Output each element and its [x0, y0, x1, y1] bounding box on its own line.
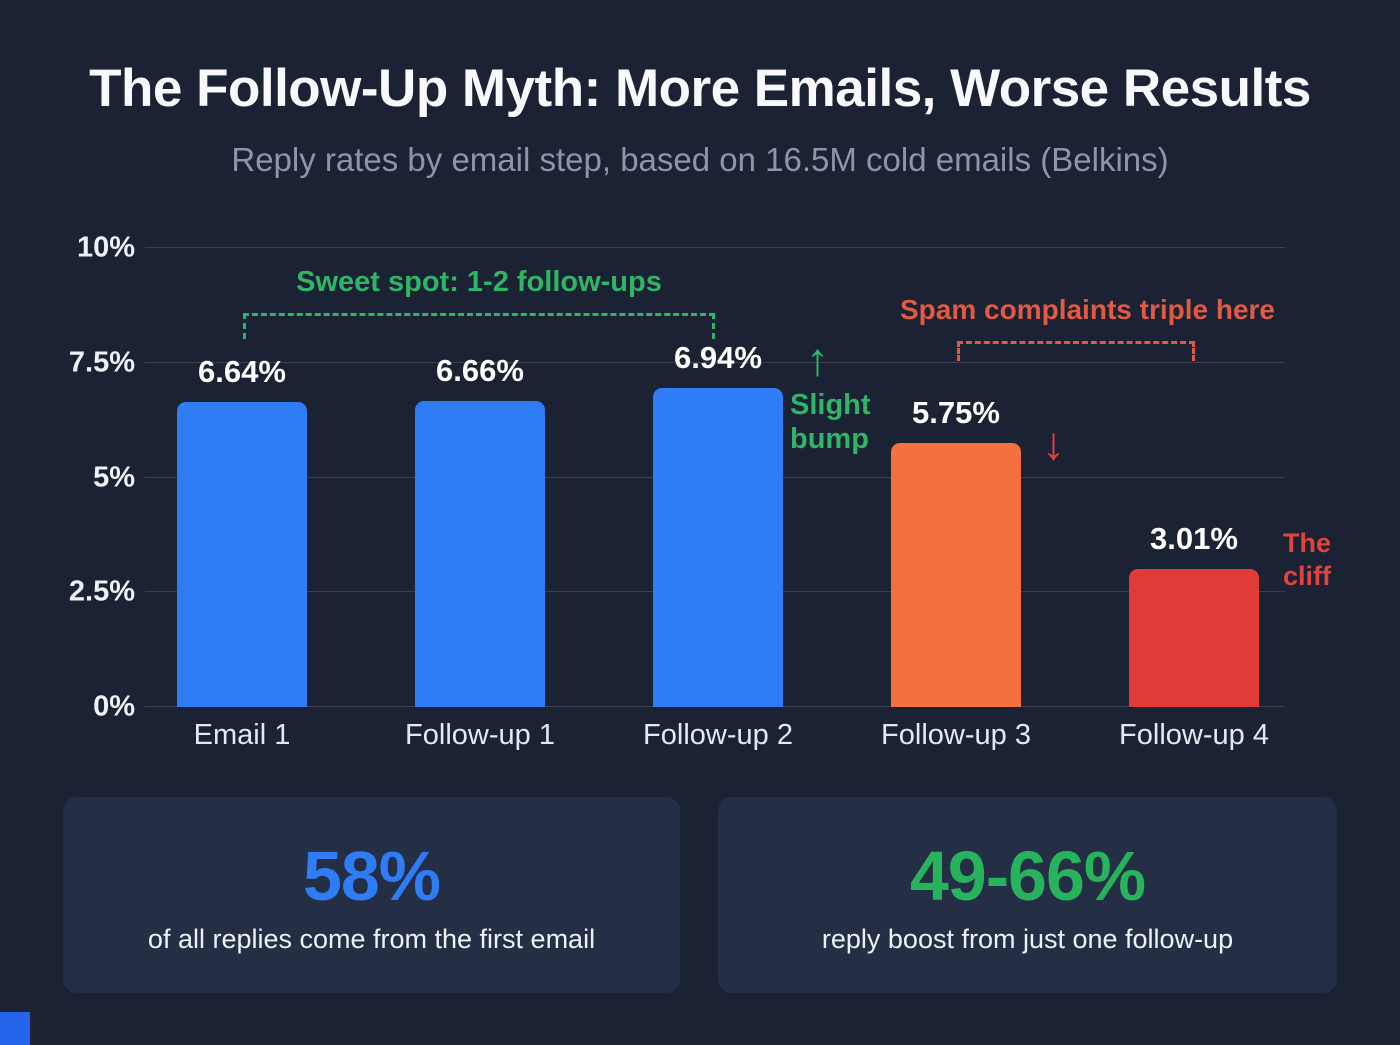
corner-accent: [0, 1012, 30, 1045]
spam-bracket: [957, 341, 1195, 361]
stat-value: 58%: [302, 836, 441, 915]
down-arrow-icon: ↓: [1042, 417, 1065, 469]
stat-label: reply boost from just one follow-up: [821, 923, 1234, 954]
gridline: [145, 247, 1285, 248]
slight-bump-annotation: Slight bump: [790, 389, 871, 456]
sweet-spot-bracket: [243, 313, 715, 339]
bar-series: 6.64% 6.66% 6.94% 5.75% 3.01%: [123, 248, 1313, 707]
x-tick-label: Follow-up 2: [643, 719, 793, 751]
y-tick-label: 10%: [76, 231, 135, 264]
bar-slot: 6.94%: [599, 248, 837, 707]
bar-email-1: [177, 402, 307, 707]
bar-value-label: 5.75%: [912, 395, 1000, 431]
y-tick-label: 2.5%: [68, 575, 135, 608]
spam-annotation: Spam complaints triple here: [900, 294, 1275, 325]
bar-follow-up-1: [415, 401, 545, 707]
y-tick-label: 7.5%: [68, 346, 135, 379]
stat-card-follow-up-boost: 49-66% reply boost from just one follow-…: [718, 797, 1337, 993]
stat-label: of all replies come from the first email: [147, 923, 596, 954]
gridline: [145, 361, 1285, 363]
y-axis: 0% 2.5% 5% 7.5% 10%: [30, 232, 135, 723]
y-tick-label: 0%: [93, 690, 135, 723]
x-axis: Email 1 Follow-up 1 Follow-up 2 Follow-up 3…: [123, 719, 1313, 752]
bar-follow-up-3: [891, 443, 1021, 707]
stat-value: 49-66%: [909, 836, 1146, 915]
bar-value-label: 3.01%: [1150, 520, 1238, 556]
page-title: The Follow-Up Myth: More Emails, Worse R…: [89, 59, 1311, 118]
sweet-spot-annotation: Sweet spot: 1-2 follow-ups: [296, 266, 662, 298]
bar-slot: 3.01%: [1075, 248, 1313, 707]
stat-card-first-email: 58% of all replies come from the first e…: [63, 797, 680, 993]
x-tick-label: Email 1: [193, 719, 291, 751]
x-tick-label: Follow-up 3: [881, 719, 1031, 751]
up-arrow-icon: ↑: [806, 333, 829, 385]
bar-follow-up-2: [653, 388, 783, 707]
bar-slot: 5.75%: [837, 248, 1075, 707]
bar-follow-up-4: [1129, 568, 1259, 707]
bar-slot: 6.66%: [361, 248, 599, 707]
bar-slot: 6.64%: [123, 248, 361, 707]
bar-value-label: 6.64%: [198, 354, 286, 390]
x-tick-label: Follow-up 1: [405, 719, 555, 751]
cliff-annotation: The cliff: [1283, 528, 1332, 591]
x-tick-label: Follow-up 4: [1119, 719, 1269, 751]
bar-value-label: 6.66%: [436, 353, 524, 389]
page-subtitle: Reply rates by email step, based on 16.5…: [231, 141, 1169, 178]
y-tick-label: 5%: [93, 461, 135, 493]
bar-value-label: 6.94%: [674, 340, 762, 376]
